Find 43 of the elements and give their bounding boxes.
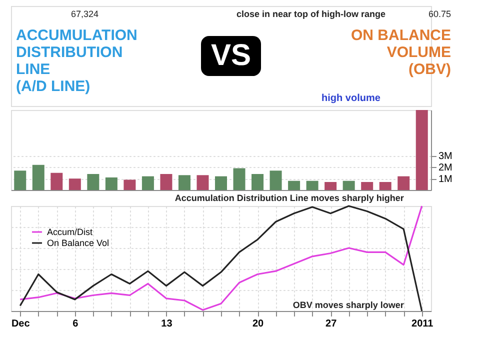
annotation: OBV moves sharply lower (292, 300, 404, 310)
bar (342, 180, 355, 190)
legend-label: On Balance Vol (47, 238, 110, 248)
bar (32, 164, 44, 190)
x-tick-label: 13 (161, 318, 173, 330)
bar (105, 177, 118, 190)
text: VS (210, 39, 252, 72)
bar (178, 175, 190, 190)
bar (68, 178, 81, 190)
bar (160, 174, 172, 190)
bar (379, 182, 392, 190)
bar (361, 182, 374, 190)
bar (324, 182, 337, 190)
x-tick-label: Dec (11, 318, 30, 330)
bar (124, 180, 136, 190)
bar (142, 176, 154, 190)
bar (87, 174, 100, 190)
x-tick-label: 6 (72, 318, 79, 330)
text: ACCUMULATION DISTRIBUTION LINE (A/D LINE) (16, 27, 138, 95)
text: 60.75 (428, 9, 451, 19)
x-tick-label: 20 (252, 318, 264, 330)
text: close in near top of high-low range (236, 9, 386, 19)
x-tick-label: 2011 (412, 318, 434, 330)
bar (233, 168, 246, 190)
y-tick-label: 2M (438, 162, 452, 174)
bar (252, 174, 264, 190)
annotation: Accumulation Distribution Line moves sharply higher (174, 193, 404, 203)
bar (14, 170, 26, 190)
bar (270, 170, 282, 190)
bar (215, 176, 227, 190)
y-tick-label: 1M (438, 174, 452, 186)
text: 67,324 (71, 9, 99, 19)
x-tick-label: 27 (326, 318, 338, 330)
bar (288, 180, 300, 190)
text: ON BALANCE VOLUME (OBV) (351, 27, 451, 78)
text: high volume (322, 93, 381, 104)
y-tick-label: 3M (438, 151, 452, 162)
bar (416, 110, 428, 190)
bar (196, 175, 209, 190)
bar (398, 176, 410, 190)
bar (50, 172, 63, 190)
legend-label: Accum/Dist (47, 227, 94, 237)
bar (306, 180, 318, 190)
